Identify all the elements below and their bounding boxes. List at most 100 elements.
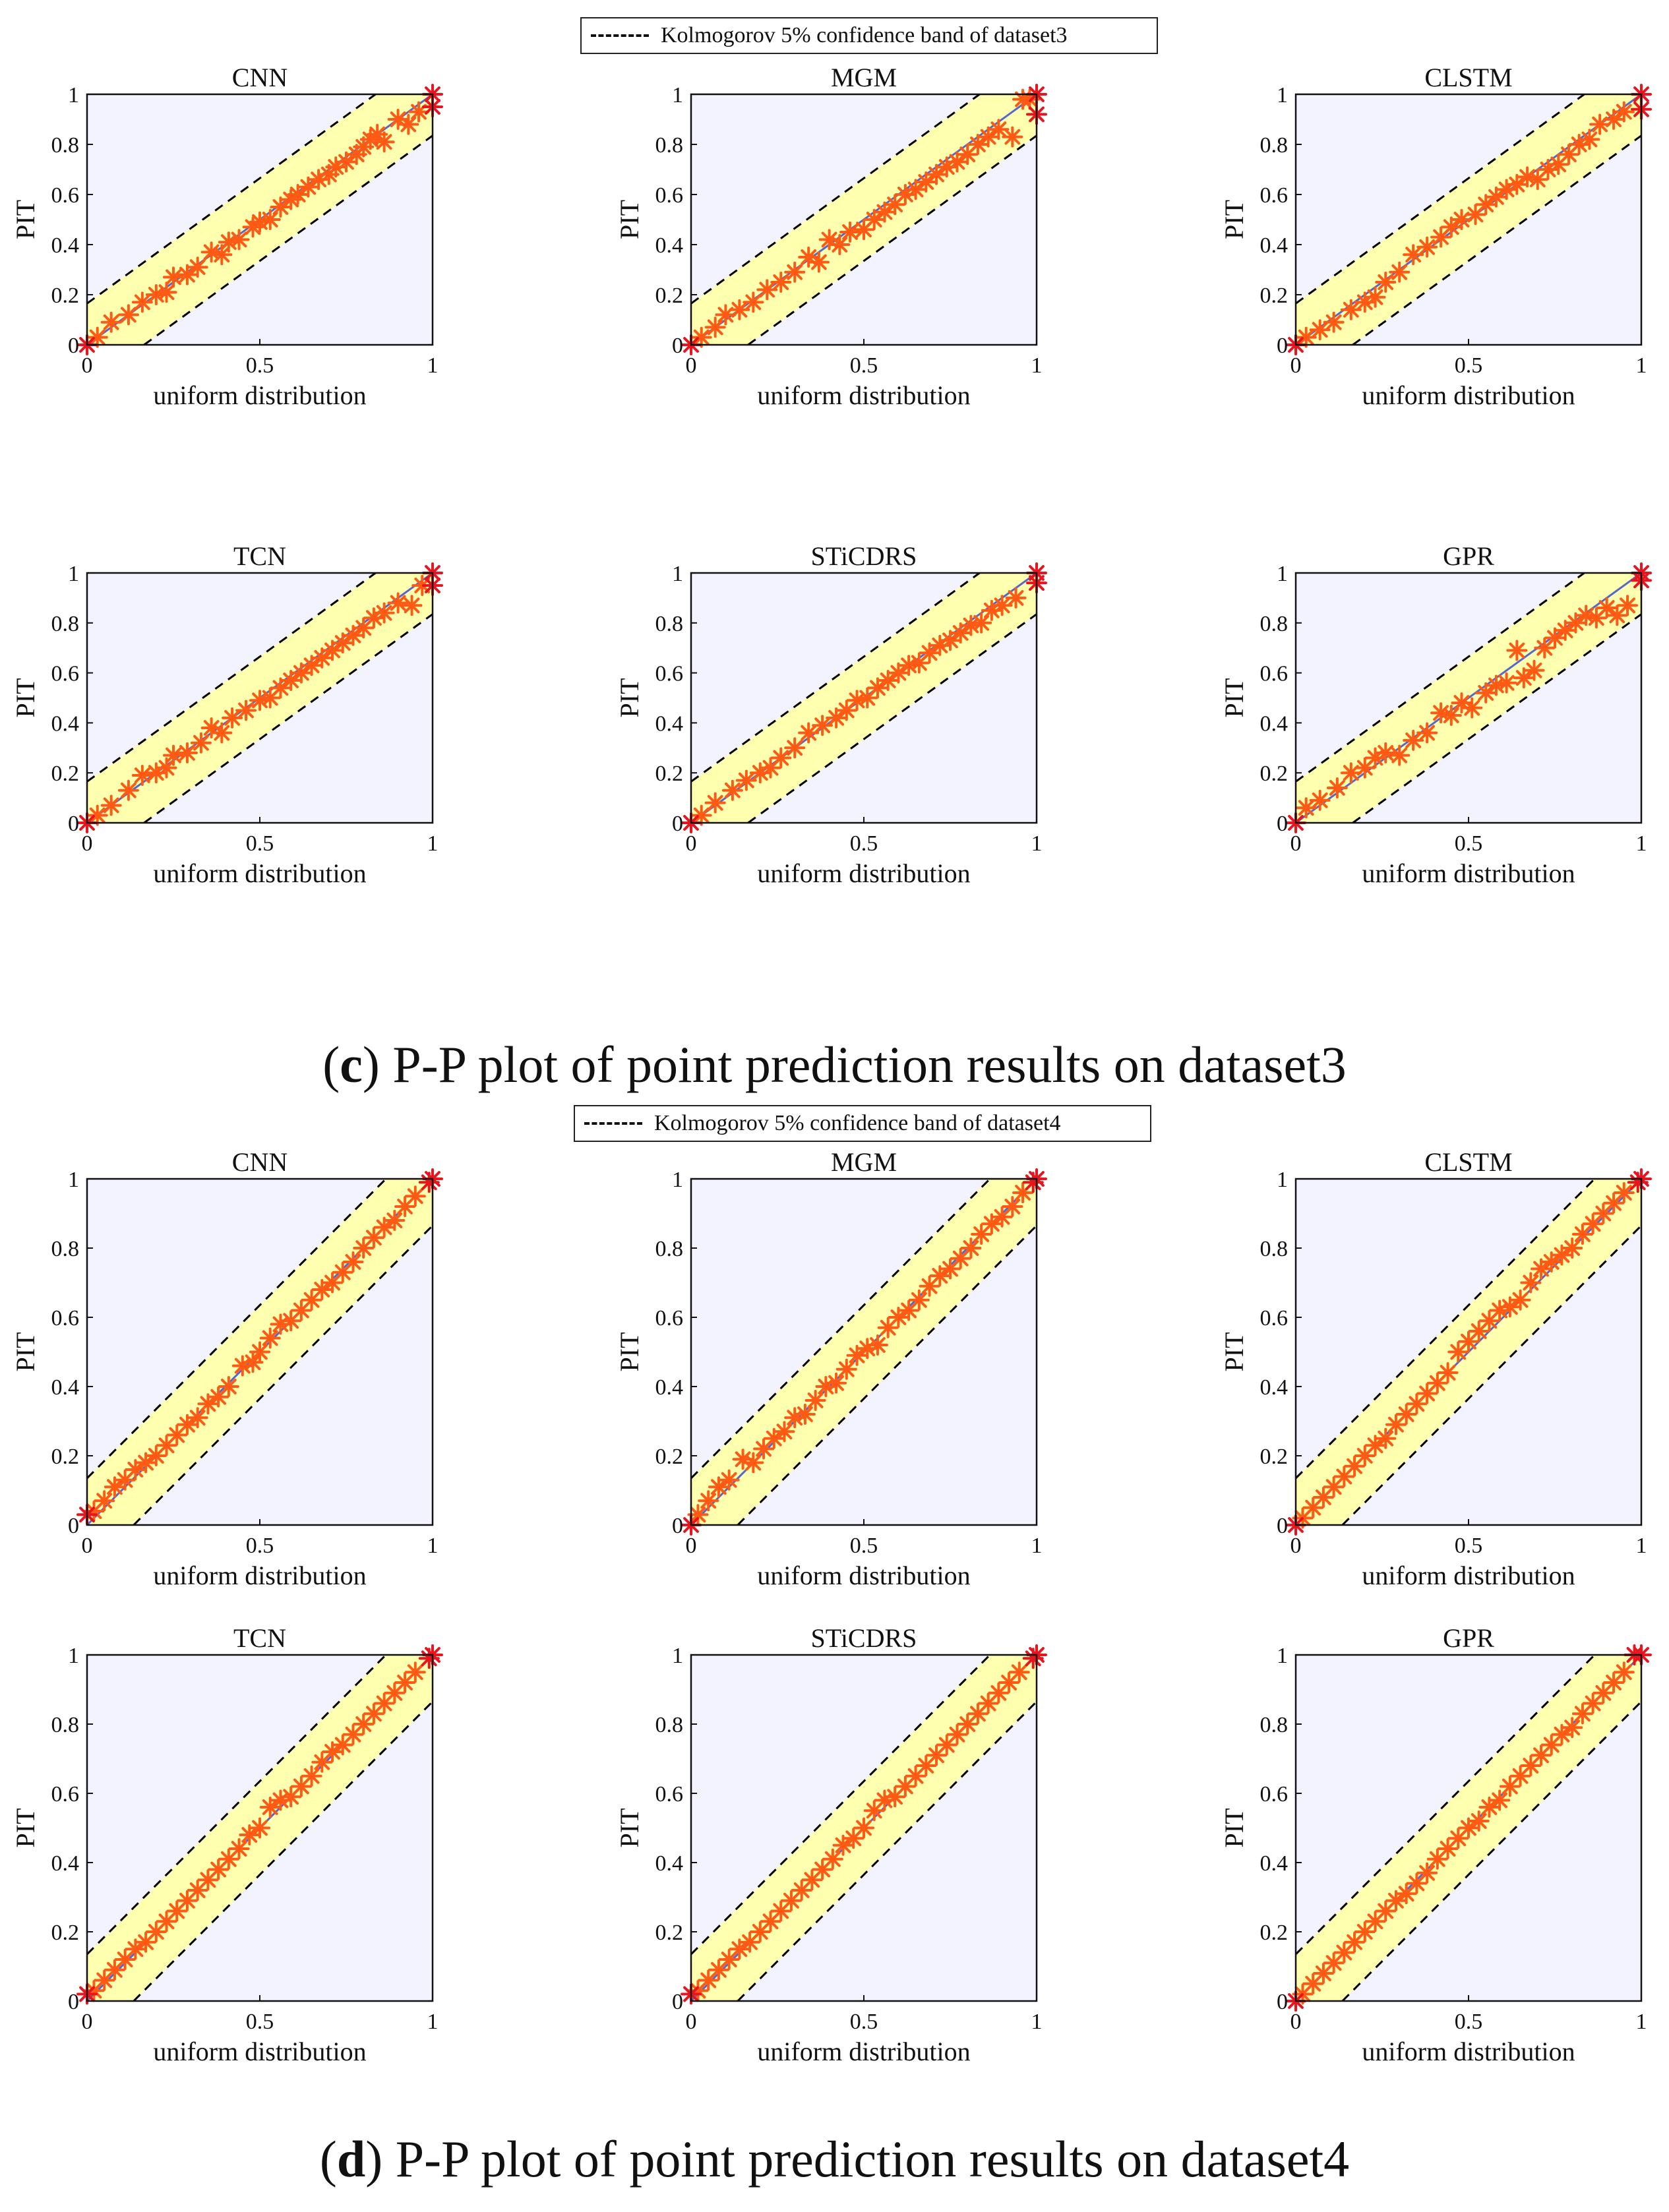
point-stroke — [200, 1396, 216, 1412]
point-stroke — [1471, 1813, 1487, 1829]
data-point — [311, 647, 333, 669]
legend-label: Kolmogorov 5% confidence band of dataset… — [661, 23, 1068, 47]
lower-bound-line — [143, 613, 433, 823]
point-stroke — [828, 709, 844, 726]
legend-label: Kolmogorov 5% confidence band of dataset… — [654, 1111, 1061, 1135]
data-point — [888, 1307, 909, 1328]
point-stroke — [1453, 695, 1470, 711]
point-stroke — [970, 136, 986, 152]
y-tick-label: 0.8 — [51, 612, 80, 636]
point-stroke — [134, 767, 150, 783]
x-tick-label: 1 — [1031, 353, 1043, 378]
x-axis-label: uniform distribution — [153, 858, 366, 888]
data-point — [950, 622, 971, 643]
point-stroke — [921, 645, 938, 661]
data-point — [228, 229, 250, 251]
point-stroke — [166, 747, 181, 763]
point-stroke — [693, 807, 710, 823]
data-point — [1416, 1862, 1438, 1884]
y-tick-label: 0.4 — [655, 1851, 684, 1876]
plot-title: GPR — [1443, 1623, 1494, 1653]
data-point — [1295, 797, 1317, 819]
point-stroke — [1547, 630, 1563, 646]
point-stroke — [745, 1454, 762, 1471]
point-stroke — [1509, 176, 1525, 193]
y-tick-label: 0.6 — [1260, 1782, 1289, 1807]
data-point — [735, 769, 757, 791]
data-point — [270, 196, 291, 218]
y-tick-label: 0.6 — [51, 662, 80, 686]
data-point — [991, 595, 1013, 616]
data-point — [826, 707, 847, 729]
point-stroke — [1378, 274, 1394, 290]
plot-title: CLSTM — [1424, 1147, 1512, 1177]
data-point — [166, 1900, 188, 1922]
point-stroke — [1488, 677, 1504, 694]
data-point — [1531, 1258, 1552, 1280]
point-stroke — [407, 1188, 423, 1205]
data-point — [743, 291, 764, 313]
x-axis-label: uniform distribution — [1362, 2037, 1575, 2066]
data-point — [1603, 109, 1625, 130]
y-tick-label: 0.2 — [655, 1445, 684, 1469]
data-point — [908, 1289, 930, 1311]
data-point — [863, 209, 885, 230]
point-stroke — [870, 1337, 886, 1353]
data-point — [408, 101, 430, 123]
x-tick-label: 0.5 — [1455, 2010, 1483, 2034]
y-tick-label: 0 — [672, 812, 683, 836]
y-axis-label: PIT — [11, 678, 40, 718]
data-point — [981, 1213, 1002, 1235]
caption-dataset3: (c) P-P plot of point prediction results… — [322, 1036, 1347, 1093]
point-stroke — [1526, 662, 1542, 678]
point-stroke — [189, 1410, 206, 1426]
data-point — [690, 804, 712, 826]
point-stroke — [107, 1479, 123, 1495]
data-point — [176, 1890, 198, 1911]
lower-bound-line — [1341, 1224, 1641, 1525]
data-point — [297, 176, 319, 198]
data-point — [1475, 682, 1497, 703]
data-point — [176, 742, 198, 763]
y-tick-label: 0 — [672, 334, 683, 358]
x-axis-label: uniform distribution — [153, 380, 366, 410]
point-stroke — [980, 129, 996, 145]
y-tick-label: 0.2 — [1260, 1921, 1289, 1945]
data-point — [176, 1414, 198, 1435]
x-axis-label: uniform distribution — [757, 858, 970, 888]
data-point — [866, 1334, 888, 1356]
y-tick-label: 0 — [68, 1990, 79, 2014]
data-point — [86, 326, 108, 348]
data-point — [404, 1185, 426, 1207]
data-point — [373, 602, 395, 624]
point-stroke — [766, 1430, 782, 1447]
upper-bound-line — [691, 573, 981, 783]
point-stroke — [963, 617, 979, 634]
point-stroke — [148, 287, 164, 303]
y-tick-label: 0.2 — [1260, 284, 1289, 308]
caption-text: ) P-P plot of point prediction results o… — [362, 1036, 1347, 1093]
point-stroke — [856, 1820, 872, 1836]
y-tick-label: 0.8 — [1260, 1713, 1289, 1737]
data-point — [853, 1817, 874, 1839]
point-stroke — [731, 1941, 748, 1958]
data-point — [94, 1969, 115, 1991]
data-point — [1344, 1455, 1366, 1477]
x-tick-label: 0.5 — [1455, 1534, 1483, 1558]
lower-bound-line — [1352, 135, 1641, 345]
data-point — [1540, 1251, 1562, 1272]
data-point — [704, 316, 726, 338]
data-point — [1005, 587, 1027, 609]
data-point — [1309, 319, 1331, 341]
endpoint-marker — [1022, 1172, 1044, 1193]
data-point — [1499, 1296, 1521, 1318]
point-stroke — [166, 269, 181, 285]
data-point — [760, 757, 781, 779]
endpoint-marker — [1022, 1648, 1044, 1669]
data-point — [259, 1797, 281, 1818]
point-stroke — [1004, 1199, 1021, 1214]
data-point — [877, 669, 899, 691]
point-stroke — [421, 1174, 437, 1191]
data-point — [301, 1765, 322, 1787]
y-tick-label: 1 — [672, 1644, 683, 1668]
